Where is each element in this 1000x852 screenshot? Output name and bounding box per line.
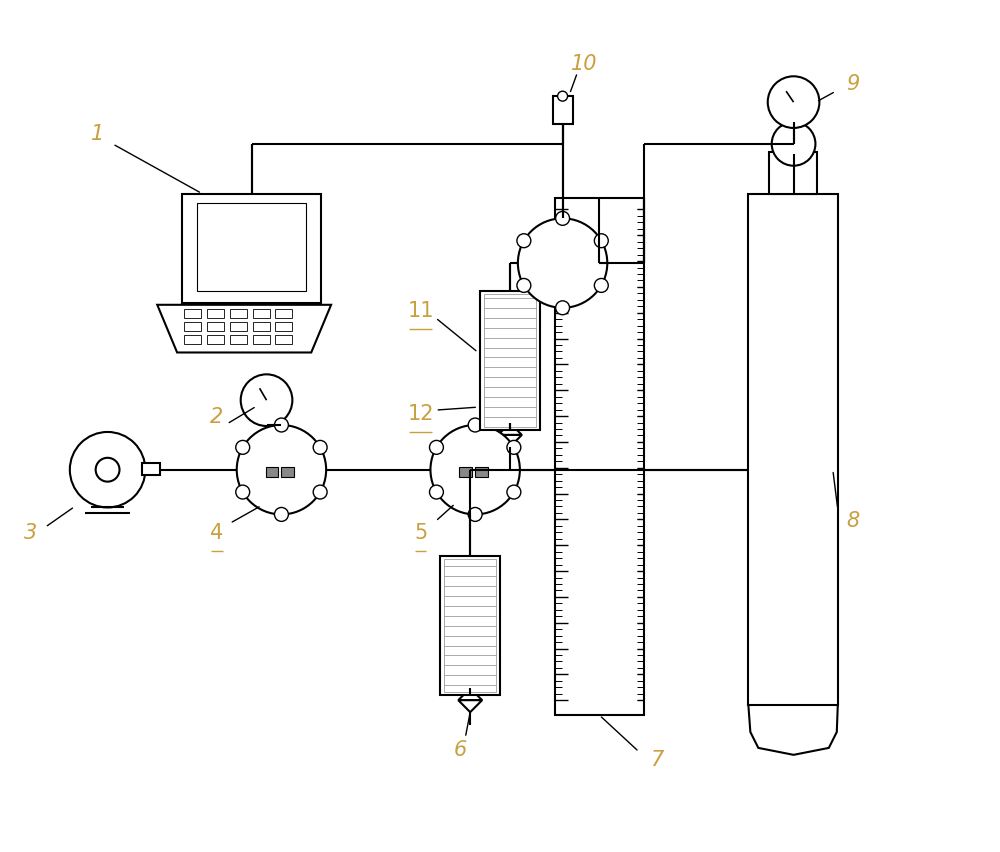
Bar bbox=[184, 322, 201, 331]
Text: 10: 10 bbox=[571, 55, 598, 74]
Text: 4: 4 bbox=[210, 523, 223, 544]
Circle shape bbox=[768, 77, 819, 128]
Text: 8: 8 bbox=[846, 511, 859, 532]
Circle shape bbox=[70, 432, 145, 508]
Text: 7: 7 bbox=[650, 750, 664, 770]
Circle shape bbox=[274, 418, 288, 432]
Circle shape bbox=[96, 458, 119, 481]
Text: 5: 5 bbox=[414, 523, 427, 544]
Bar bbox=[207, 335, 224, 343]
Circle shape bbox=[274, 508, 288, 521]
Circle shape bbox=[429, 485, 443, 499]
Text: 9: 9 bbox=[846, 74, 859, 95]
Text: 11: 11 bbox=[407, 301, 434, 320]
Bar bbox=[440, 556, 500, 695]
Bar bbox=[142, 463, 160, 475]
Circle shape bbox=[468, 508, 482, 521]
Circle shape bbox=[468, 418, 482, 432]
Polygon shape bbox=[498, 423, 522, 435]
Bar bbox=[230, 335, 247, 343]
Bar bbox=[182, 193, 321, 302]
Circle shape bbox=[517, 233, 531, 248]
Bar bbox=[484, 294, 536, 427]
Circle shape bbox=[237, 425, 326, 515]
Polygon shape bbox=[498, 435, 522, 446]
Circle shape bbox=[507, 440, 521, 454]
Text: 12: 12 bbox=[407, 404, 434, 424]
Circle shape bbox=[236, 440, 250, 454]
Circle shape bbox=[241, 374, 292, 426]
Circle shape bbox=[517, 279, 531, 292]
Bar bbox=[230, 322, 247, 331]
Text: 2: 2 bbox=[210, 407, 223, 427]
Bar bbox=[230, 308, 247, 318]
Bar bbox=[555, 199, 644, 715]
Bar bbox=[281, 467, 294, 476]
Bar bbox=[197, 204, 306, 291]
Circle shape bbox=[556, 301, 570, 314]
Bar bbox=[275, 335, 292, 343]
Bar bbox=[553, 96, 573, 124]
Circle shape bbox=[313, 440, 327, 454]
Bar bbox=[207, 308, 224, 318]
Text: 6: 6 bbox=[454, 740, 467, 760]
Circle shape bbox=[430, 425, 520, 515]
Circle shape bbox=[518, 218, 607, 308]
Text: 1: 1 bbox=[91, 124, 104, 144]
Bar bbox=[444, 559, 496, 693]
Polygon shape bbox=[157, 305, 331, 353]
Polygon shape bbox=[458, 688, 482, 700]
Bar bbox=[769, 152, 817, 193]
Circle shape bbox=[236, 485, 250, 499]
Circle shape bbox=[558, 91, 568, 101]
Polygon shape bbox=[748, 705, 838, 755]
Bar bbox=[459, 467, 472, 476]
Circle shape bbox=[594, 279, 608, 292]
Bar bbox=[184, 335, 201, 343]
Bar bbox=[275, 322, 292, 331]
Circle shape bbox=[594, 233, 608, 248]
Bar bbox=[480, 291, 540, 430]
Bar bbox=[253, 335, 270, 343]
Circle shape bbox=[772, 122, 815, 165]
Circle shape bbox=[429, 440, 443, 454]
Bar bbox=[275, 308, 292, 318]
Bar bbox=[748, 193, 838, 705]
Text: 3: 3 bbox=[24, 523, 38, 544]
Bar bbox=[475, 467, 488, 476]
Circle shape bbox=[556, 211, 570, 225]
Bar bbox=[207, 322, 224, 331]
Circle shape bbox=[507, 485, 521, 499]
Bar bbox=[253, 322, 270, 331]
Polygon shape bbox=[458, 700, 482, 712]
Bar bbox=[184, 308, 201, 318]
Circle shape bbox=[313, 485, 327, 499]
Bar bbox=[266, 467, 278, 476]
Bar bbox=[253, 308, 270, 318]
